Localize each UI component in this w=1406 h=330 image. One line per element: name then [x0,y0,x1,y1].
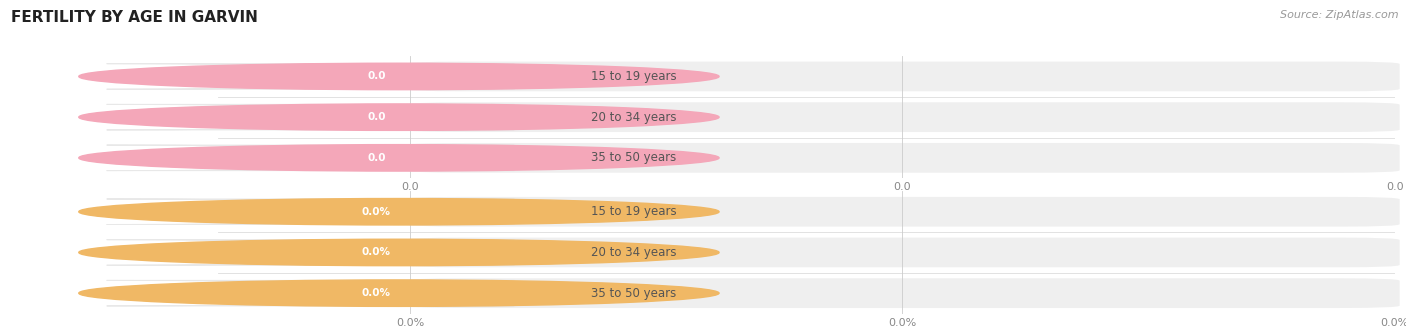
FancyBboxPatch shape [107,145,515,171]
Text: FERTILITY BY AGE IN GARVIN: FERTILITY BY AGE IN GARVIN [11,10,259,25]
FancyBboxPatch shape [405,102,1400,132]
Text: 15 to 19 years: 15 to 19 years [591,70,676,83]
FancyBboxPatch shape [200,107,553,128]
FancyBboxPatch shape [405,143,1400,173]
FancyBboxPatch shape [107,240,515,265]
Text: 0.0: 0.0 [367,72,385,82]
Text: 20 to 34 years: 20 to 34 years [591,111,676,124]
Circle shape [79,145,718,171]
FancyBboxPatch shape [107,280,515,306]
FancyBboxPatch shape [200,66,553,87]
FancyBboxPatch shape [405,278,1400,308]
FancyBboxPatch shape [405,238,1400,267]
FancyBboxPatch shape [200,242,553,263]
FancyBboxPatch shape [107,64,515,89]
FancyBboxPatch shape [107,104,515,130]
FancyBboxPatch shape [405,197,1400,227]
Text: 0.0: 0.0 [367,153,385,163]
Text: 35 to 50 years: 35 to 50 years [591,151,676,164]
Text: 15 to 19 years: 15 to 19 years [591,205,676,218]
FancyBboxPatch shape [405,62,1400,91]
Text: Source: ZipAtlas.com: Source: ZipAtlas.com [1281,10,1399,20]
FancyBboxPatch shape [200,201,553,222]
Circle shape [79,104,718,130]
Circle shape [79,199,718,225]
Text: 0.0%: 0.0% [361,248,391,257]
Circle shape [79,63,718,90]
FancyBboxPatch shape [200,283,553,304]
Text: 20 to 34 years: 20 to 34 years [591,246,676,259]
FancyBboxPatch shape [200,148,553,168]
Text: 0.0%: 0.0% [361,207,391,217]
Text: 35 to 50 years: 35 to 50 years [591,287,676,300]
Text: 0.0%: 0.0% [361,288,391,298]
Text: 0.0: 0.0 [367,112,385,122]
FancyBboxPatch shape [107,199,515,224]
Circle shape [79,239,718,266]
Circle shape [79,280,718,306]
